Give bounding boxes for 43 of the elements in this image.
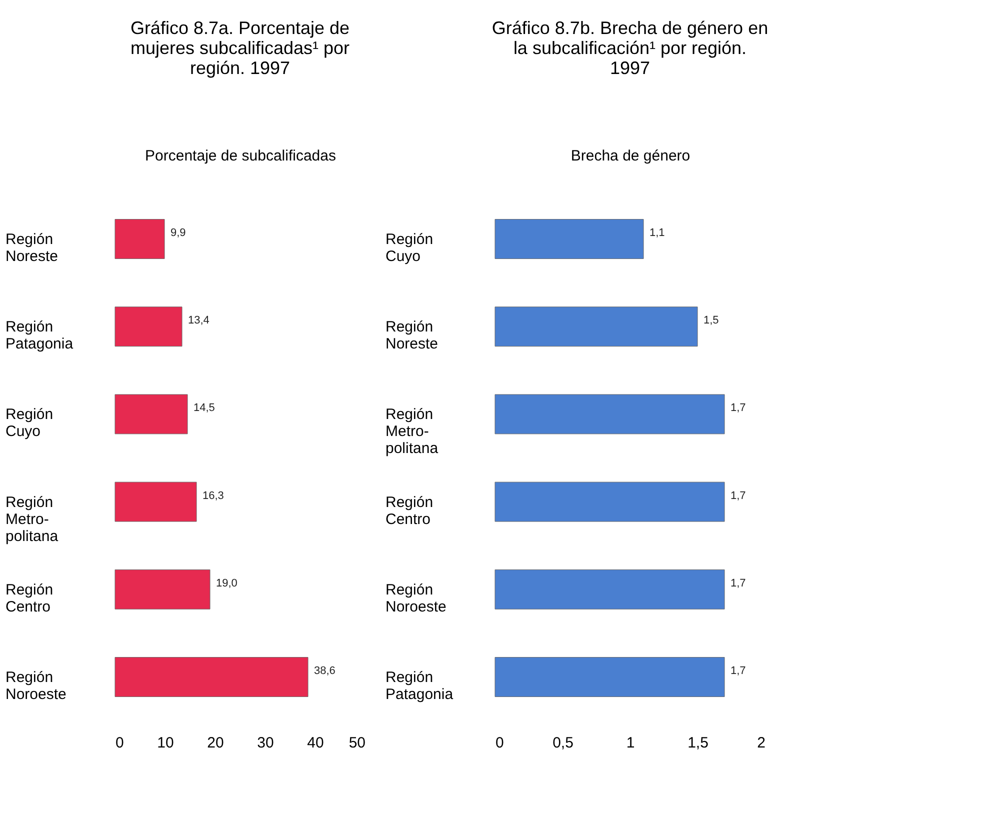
x-tick-label: 0 — [496, 734, 504, 752]
x-tick-label: 2 — [757, 734, 766, 752]
x-tick-label: 20 — [207, 734, 224, 752]
y-tick-label: Región Metro- politana — [386, 406, 439, 458]
x-tick-label: 30 — [257, 734, 274, 752]
y-tick-label: Región Noroeste — [386, 581, 446, 616]
x-tick-label: 1 — [626, 734, 635, 752]
y-tick-label: Región Centro — [6, 581, 54, 616]
y-tick-label: Región Cuyo — [6, 406, 54, 440]
x-tick-label: 0 — [116, 734, 124, 752]
x-axis-title: Brecha de género — [570, 148, 690, 164]
y-tick-label: Región Cuyo — [386, 230, 434, 265]
x-tick-label: 0,5 — [552, 734, 574, 752]
data-label: 1,7 — [730, 490, 746, 502]
y-tick-label: Región Patagonia — [6, 318, 74, 353]
y-tick-label: Región Noreste — [6, 230, 58, 265]
text: la subcalificación¹ por región. — [513, 38, 747, 58]
text: región. 1997 — [190, 58, 290, 78]
data-label: 13,4 — [188, 314, 210, 327]
data-label: 1,7 — [730, 665, 746, 678]
data-label: 9,9 — [170, 226, 186, 239]
x-tick-label: 10 — [157, 734, 174, 752]
text: Gráfico 8.7a. Porcentaje de — [130, 18, 350, 38]
data-label: 14,5 — [194, 402, 215, 414]
data-label: 1,7 — [730, 402, 746, 414]
x-tick-label: 1,5 — [688, 734, 708, 752]
y-tick-label: Región Noreste — [386, 318, 438, 353]
text: Gráfico 8.7b. Brecha de género en — [492, 18, 768, 38]
data-label: 1,1 — [650, 226, 665, 239]
y-tick-label: Región Noroeste — [6, 669, 66, 704]
x-axis-title: Porcentaje de subcalificadas — [145, 148, 336, 164]
data-label: 1,7 — [730, 577, 746, 590]
x-tick-label: 40 — [307, 734, 324, 752]
text: 1997 — [610, 58, 650, 78]
text: mujeres subcalificadas¹ por — [130, 38, 350, 58]
data-label: 19,0 — [216, 577, 238, 590]
data-label: 16,3 — [202, 490, 224, 502]
data-label: 38,6 — [314, 665, 336, 678]
data-label: 1,5 — [704, 314, 719, 327]
y-tick-label: Región Patagonia — [386, 669, 454, 704]
y-tick-label: Región Centro — [386, 494, 434, 528]
x-tick-label: 50 — [348, 734, 366, 752]
y-tick-label: Región Metro- politana — [6, 494, 59, 545]
